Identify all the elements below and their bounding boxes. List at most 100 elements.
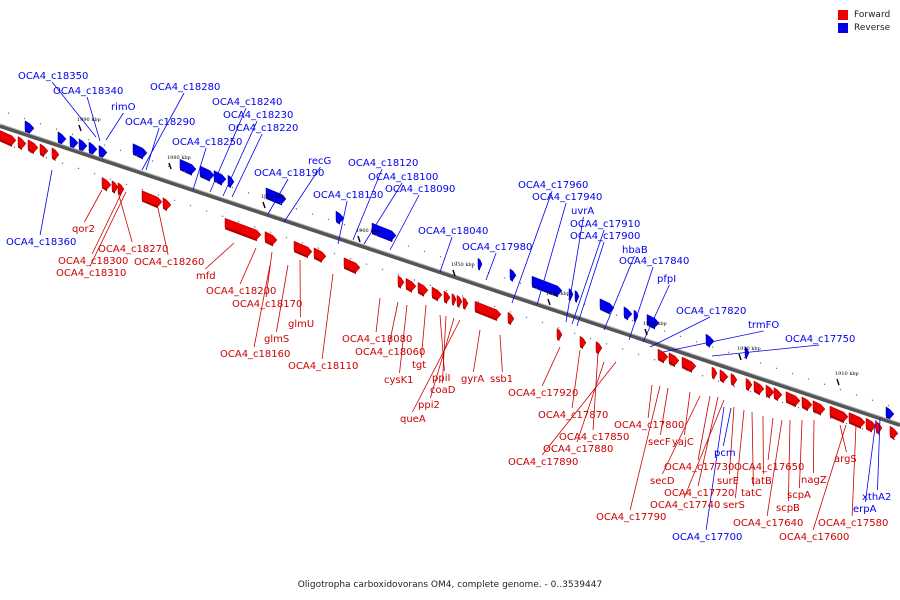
minor-tick-mark bbox=[599, 308, 602, 311]
minor-tick-mark bbox=[525, 316, 528, 319]
gene-feature-shadow bbox=[575, 299, 577, 303]
forward-leader-line bbox=[473, 329, 481, 373]
reverse-gene-label: OCA4_c17900 bbox=[570, 231, 640, 242]
gene-feature-shadow bbox=[432, 296, 438, 302]
gene-feature-shadow bbox=[766, 393, 770, 399]
forward-leader-line bbox=[851, 424, 857, 517]
gene-feature-shadow bbox=[774, 396, 778, 402]
reverse-gene-label: OCA4_c18340 bbox=[53, 86, 123, 97]
forward-gene-label: OCA4_c17580 bbox=[818, 518, 888, 529]
forward-gene-feature bbox=[848, 412, 866, 428]
genome-backbone bbox=[0, 124, 900, 427]
forward-leader-line bbox=[735, 409, 745, 499]
minor-tick-mark bbox=[391, 239, 394, 242]
forward-gene-label: serS bbox=[723, 500, 745, 511]
forward-gene-feature bbox=[711, 366, 718, 379]
gene-feature-shadow bbox=[745, 356, 747, 360]
forward-leader-line bbox=[321, 273, 334, 360]
forward-gene-feature bbox=[39, 143, 49, 156]
minor-tick-mark bbox=[855, 394, 858, 396]
scale-tick-mark bbox=[168, 162, 172, 170]
forward-leader-line bbox=[442, 315, 447, 384]
scale-tick-mark bbox=[452, 269, 456, 277]
reverse-gene-label: recG bbox=[308, 156, 331, 167]
gene-feature-shadow bbox=[580, 345, 583, 350]
forward-leader-line bbox=[253, 264, 271, 348]
reverse-gene-label: hbaB bbox=[622, 245, 648, 256]
reverse-gene-label: OCA4_c18040 bbox=[418, 226, 488, 237]
reverse-leader-line bbox=[209, 107, 247, 193]
forward-gene-label: tatC bbox=[741, 488, 762, 499]
minor-tick-mark bbox=[333, 252, 336, 255]
reverse-leader-line bbox=[649, 316, 711, 348]
minor-tick-mark bbox=[439, 255, 442, 258]
forward-leader-line bbox=[697, 396, 719, 487]
minor-tick-mark bbox=[461, 295, 464, 297]
forward-gene-label: qor2 bbox=[72, 224, 95, 235]
reverse-gene-label: trmFO bbox=[748, 320, 779, 331]
minor-tick-mark bbox=[397, 273, 400, 276]
reverse-leader-line bbox=[363, 182, 403, 245]
forward-gene-feature bbox=[745, 377, 753, 390]
gene-feature-shadow bbox=[786, 400, 796, 408]
minor-tick-mark bbox=[375, 234, 378, 237]
legend-reverse-label: Reverse bbox=[854, 22, 891, 33]
minor-tick-mark bbox=[839, 388, 842, 391]
minor-tick-mark bbox=[253, 226, 256, 228]
scale-tick-mark bbox=[738, 353, 742, 361]
forward-gene-feature bbox=[579, 335, 587, 348]
minor-tick-mark bbox=[359, 229, 362, 231]
gene-feature-shadow bbox=[624, 315, 628, 321]
gene-feature-shadow bbox=[658, 358, 664, 364]
minor-tick-mark bbox=[55, 128, 58, 130]
forward-gene-feature bbox=[162, 197, 172, 210]
minor-tick-mark bbox=[125, 183, 128, 186]
reverse-leader-line bbox=[642, 284, 670, 343]
minor-tick-mark bbox=[679, 335, 682, 338]
minor-tick-mark bbox=[743, 356, 746, 359]
gene-feature-shadow bbox=[890, 435, 894, 440]
forward-gene-label: OCA4_c18310 bbox=[56, 268, 126, 279]
gene-feature-shadow bbox=[682, 366, 692, 373]
forward-gene-label: glmU bbox=[288, 319, 314, 330]
forward-gene-label: queA bbox=[400, 414, 426, 425]
scale-tick-label: 1960 kbp bbox=[356, 228, 380, 234]
minor-tick-mark bbox=[77, 167, 80, 170]
reverse-gene-label: erpA bbox=[853, 504, 877, 515]
minor-tick-mark bbox=[797, 406, 800, 409]
minor-tick-mark bbox=[605, 342, 608, 345]
reverse-gene-feature bbox=[179, 158, 197, 174]
forward-leader-line bbox=[647, 384, 653, 419]
forward-gene-label: OCA4_c18160 bbox=[220, 349, 290, 360]
forward-gene-label: OCA4_c17870 bbox=[538, 410, 608, 421]
forward-leader-line bbox=[662, 395, 701, 475]
forward-gene-label: OCA4_c17650 bbox=[734, 462, 804, 473]
forward-gene-feature bbox=[264, 231, 278, 245]
forward-gene-feature bbox=[313, 247, 327, 262]
forward-gene-feature bbox=[785, 391, 801, 406]
forward-gene-label: OCA4_c18260 bbox=[134, 257, 204, 268]
forward-swatch bbox=[838, 9, 848, 20]
reverse-gene-label: OCA4_c18360 bbox=[6, 237, 76, 248]
forward-leader-line bbox=[729, 406, 735, 475]
forward-gene-feature bbox=[117, 182, 125, 195]
forward-gene-feature bbox=[456, 294, 463, 307]
minor-tick-mark bbox=[871, 399, 874, 402]
minor-tick-mark bbox=[237, 220, 240, 223]
gene-feature-shadow bbox=[406, 287, 412, 293]
minor-tick-mark bbox=[269, 231, 272, 234]
forward-gene-feature bbox=[474, 300, 502, 320]
scale-tick-label: 1920 kbp bbox=[737, 346, 761, 352]
gene-feature-shadow bbox=[265, 240, 273, 247]
minor-tick-mark bbox=[685, 369, 688, 372]
minor-tick-mark bbox=[215, 181, 218, 184]
scale-tick-mark bbox=[547, 298, 551, 306]
reverse-gene-label: OCA4_c18280 bbox=[150, 82, 220, 93]
forward-gene-feature bbox=[829, 405, 849, 422]
minor-tick-mark bbox=[23, 117, 26, 120]
forward-gene-label: OCA4_c17850 bbox=[559, 432, 629, 443]
minor-tick-mark bbox=[423, 250, 426, 253]
minor-tick-mark bbox=[455, 261, 458, 263]
reverse-leader-line bbox=[283, 166, 321, 223]
